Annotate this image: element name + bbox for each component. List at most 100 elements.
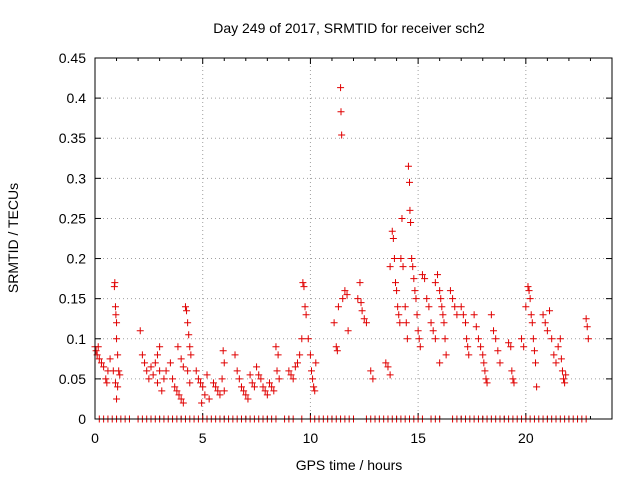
grid-lines <box>95 58 612 419</box>
data-point <box>494 347 502 355</box>
data-point <box>106 355 114 363</box>
data-point <box>184 319 192 327</box>
data-point <box>532 359 540 367</box>
data-point <box>382 359 390 367</box>
data-point <box>138 351 146 359</box>
data-point <box>354 295 362 303</box>
data-point <box>470 311 478 319</box>
data-point <box>285 367 293 375</box>
data-point <box>386 371 394 379</box>
data-point <box>480 359 488 367</box>
data-point <box>481 367 489 375</box>
data-point <box>94 343 102 351</box>
data-point <box>311 387 319 395</box>
data-point <box>416 343 424 351</box>
data-point <box>257 375 265 383</box>
data-point <box>507 343 515 351</box>
data-point <box>436 359 444 367</box>
data-point <box>421 275 429 283</box>
data-point <box>412 295 420 303</box>
data-point <box>558 367 566 375</box>
data-point <box>539 311 547 319</box>
data-point <box>162 367 170 375</box>
data-point <box>103 379 111 387</box>
data-point <box>246 371 254 379</box>
y-tick-label: 0 <box>78 411 86 427</box>
data-point <box>556 335 564 343</box>
data-point <box>429 327 437 335</box>
data-point <box>114 351 122 359</box>
data-point <box>111 379 119 387</box>
data-point <box>529 335 537 343</box>
data-point <box>510 379 518 387</box>
data-point <box>439 311 447 319</box>
data-point <box>235 375 243 383</box>
data-point <box>394 303 402 311</box>
data-point <box>97 359 105 367</box>
data-point <box>216 391 224 399</box>
y-tick-labels: 0 0.05 0.1 0.15 0.2 0.25 0.3 0.35 0.4 0.45 <box>59 50 86 427</box>
x-tick-label: 20 <box>518 430 534 446</box>
data-point <box>273 367 281 375</box>
data-point <box>187 351 195 359</box>
data-point <box>248 379 256 387</box>
data-point <box>205 395 213 403</box>
data-point <box>550 351 558 359</box>
data-point <box>508 367 516 375</box>
data-point <box>546 307 554 315</box>
data-point <box>459 311 467 319</box>
data-point <box>92 347 100 355</box>
data-point <box>404 162 412 170</box>
data-point <box>451 303 459 311</box>
data-point <box>160 375 168 383</box>
data-point <box>367 367 375 375</box>
data-point <box>296 351 304 359</box>
data-point <box>477 343 485 351</box>
data-point <box>436 287 444 295</box>
data-point <box>153 351 161 359</box>
data-point <box>520 343 528 351</box>
data-point <box>302 311 310 319</box>
y-tick-label: 0.05 <box>59 371 86 387</box>
data-point <box>407 218 415 226</box>
data-point <box>399 263 407 271</box>
data-point <box>186 343 194 351</box>
data-point <box>389 235 397 242</box>
data-point <box>270 387 278 395</box>
axis-ticks <box>94 57 612 420</box>
data-point <box>360 315 368 323</box>
data-point <box>505 339 513 347</box>
data-point <box>250 383 258 391</box>
data-point <box>201 391 209 399</box>
data-point <box>240 387 248 395</box>
data-point <box>102 375 110 383</box>
data-point <box>174 343 182 351</box>
data-point <box>158 387 166 395</box>
data-point <box>392 279 400 287</box>
data-point <box>143 367 151 375</box>
data-point <box>179 363 187 371</box>
data-point <box>441 335 449 343</box>
data-point <box>113 335 121 343</box>
data-point <box>304 335 312 343</box>
data-point <box>425 303 433 311</box>
data-point <box>464 343 472 351</box>
data-point <box>289 375 297 383</box>
data-point <box>151 359 159 367</box>
data-point <box>274 351 282 359</box>
x-tick-label: 15 <box>410 430 426 446</box>
data-point <box>268 383 276 391</box>
data-point <box>219 347 227 355</box>
data-point <box>95 355 103 363</box>
data-point <box>173 387 181 395</box>
data-point <box>156 343 164 351</box>
data-point <box>527 311 535 319</box>
data-point <box>472 323 480 331</box>
data-point <box>338 131 346 139</box>
data-point <box>390 255 398 263</box>
data-point <box>145 375 153 383</box>
data-point <box>179 399 187 407</box>
data-points <box>91 84 592 423</box>
data-point <box>418 271 426 279</box>
